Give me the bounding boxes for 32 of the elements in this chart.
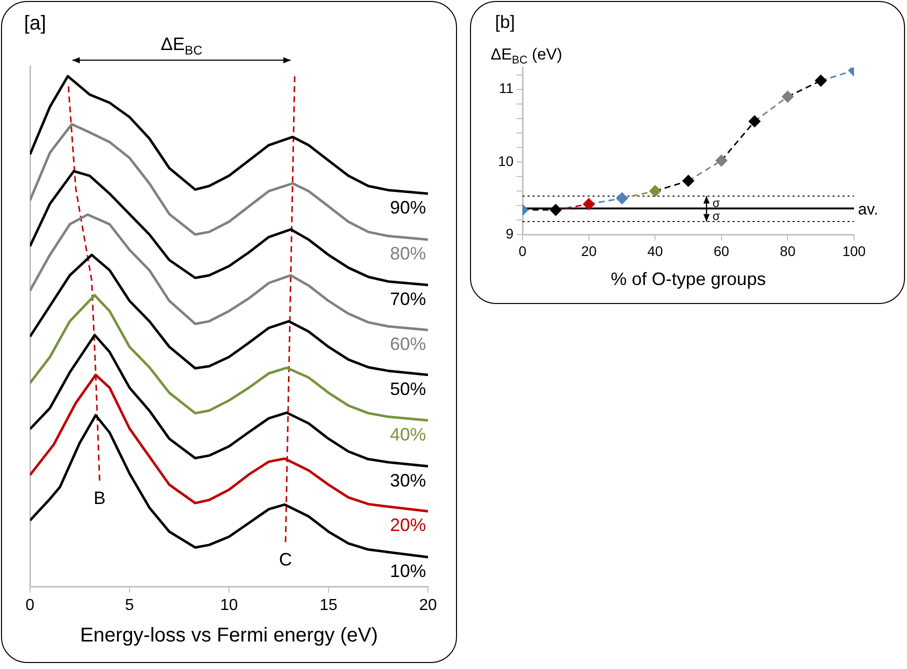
y-tick-label: 10	[498, 152, 514, 169]
x-tick-label: 5	[125, 596, 134, 614]
annotation: B	[94, 488, 106, 508]
series-label: 30%	[390, 470, 426, 490]
series-label: 20%	[390, 515, 426, 536]
annotation: σ	[712, 196, 721, 210]
x-tick-label: 40	[647, 242, 664, 259]
y-tick-label: 11	[499, 80, 514, 96]
series-label: 80%	[390, 244, 426, 264]
ref-line-label: av.	[858, 201, 878, 218]
annotation: σ	[712, 208, 721, 223]
series-label: 50%	[390, 378, 426, 399]
series-label: 40%	[390, 424, 426, 444]
x-tick-label: 0	[26, 596, 35, 614]
series-label: 70%	[390, 289, 426, 310]
x-tick-label: 10	[220, 596, 238, 614]
x-tick-label: 100	[842, 242, 866, 259]
series-label: 60%	[390, 334, 426, 354]
x-tick-label: 80	[780, 242, 796, 259]
x-tick-label: 0	[518, 242, 527, 259]
annotation: C	[279, 549, 292, 570]
y-tick-label: 9	[506, 225, 514, 242]
chart-title: [b]	[495, 12, 516, 32]
series-label: 10%	[390, 561, 426, 582]
x-tick-label: 15	[320, 596, 338, 614]
series-label: 90%	[390, 198, 426, 218]
x-axis-title: % of O-type groups	[610, 269, 766, 290]
x-axis-title: Energy-loss vs Fermi energy (eV)	[80, 624, 378, 647]
x-tick-label: 20	[581, 242, 597, 259]
x-tick-label: 60	[714, 242, 730, 259]
x-tick-label: 20	[419, 596, 437, 614]
chart-title: [a]	[24, 12, 46, 35]
